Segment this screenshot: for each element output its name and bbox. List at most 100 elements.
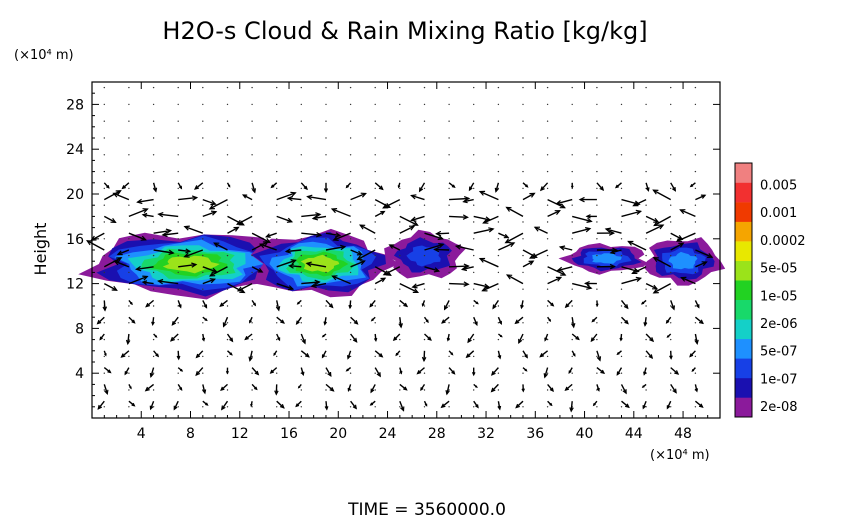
wind-vector-head bbox=[107, 369, 112, 374]
wind-vector-head bbox=[277, 337, 281, 342]
wind-vector bbox=[539, 350, 549, 358]
colorbar-swatch bbox=[735, 338, 752, 359]
grid-dot bbox=[177, 120, 179, 122]
wind-vector bbox=[399, 225, 415, 234]
wind-vector bbox=[449, 265, 469, 268]
wind-vector bbox=[653, 215, 672, 227]
grid-dot bbox=[448, 406, 450, 408]
wind-vector-head bbox=[113, 260, 120, 266]
wind-vector-head bbox=[378, 353, 384, 358]
wind-vector-head bbox=[649, 337, 655, 343]
wind-vector bbox=[251, 266, 263, 273]
grid-dot bbox=[276, 204, 278, 206]
wind-vector-head bbox=[446, 337, 450, 342]
wind-vector-head bbox=[421, 356, 427, 363]
grid-dot bbox=[670, 120, 672, 122]
grid-dot bbox=[522, 187, 524, 190]
wind-vector bbox=[670, 384, 677, 393]
grid-dot bbox=[152, 120, 155, 122]
wind-vector-head bbox=[539, 186, 545, 192]
wind-vector-head bbox=[288, 263, 295, 269]
grid-dot bbox=[399, 103, 401, 106]
wind-vector bbox=[374, 277, 386, 285]
wind-vector-head bbox=[653, 220, 660, 227]
grid-dot bbox=[645, 271, 647, 274]
wind-vector-head bbox=[359, 224, 366, 230]
grid-dot bbox=[300, 86, 302, 89]
grid-dot bbox=[349, 322, 352, 324]
wind-vector bbox=[221, 400, 229, 410]
grid-dot bbox=[325, 120, 327, 122]
grid-dot bbox=[202, 221, 204, 223]
wind-vector bbox=[565, 299, 573, 308]
wind-vector-head bbox=[652, 256, 659, 262]
wind-vector-head bbox=[550, 302, 555, 307]
wind-vector-head bbox=[539, 352, 545, 358]
grid-dot bbox=[251, 137, 253, 139]
wind-vector bbox=[557, 266, 573, 272]
wind-vector-head bbox=[378, 185, 384, 191]
grid-dot bbox=[300, 254, 302, 257]
wind-vector-head bbox=[433, 246, 440, 253]
wind-vector bbox=[276, 300, 280, 311]
wind-vector-head bbox=[675, 236, 683, 242]
grid-dot bbox=[202, 305, 204, 307]
wind-vector bbox=[114, 260, 130, 268]
grid-dot bbox=[571, 103, 573, 106]
grid-dot bbox=[349, 238, 352, 240]
grid-dot bbox=[596, 170, 598, 173]
grid-dot bbox=[546, 406, 549, 408]
wind-vector bbox=[382, 198, 401, 209]
wind-vector bbox=[491, 383, 499, 392]
grid-dot bbox=[620, 305, 623, 307]
colorbar-label: 2e-08 bbox=[760, 400, 798, 415]
grid-dot bbox=[226, 406, 229, 408]
wind-vector-head bbox=[221, 405, 226, 411]
grid-dot bbox=[670, 322, 672, 324]
wind-vector-head bbox=[220, 386, 225, 391]
wind-vector-head bbox=[528, 260, 535, 266]
wind-vector bbox=[251, 367, 259, 375]
wind-vector-head bbox=[286, 195, 294, 202]
wind-vector-head bbox=[599, 186, 605, 192]
wind-vector bbox=[128, 275, 148, 285]
grid-dot bbox=[423, 372, 426, 374]
grid-dot bbox=[251, 103, 253, 106]
grid-dot bbox=[620, 154, 623, 156]
wind-vector bbox=[220, 383, 228, 391]
wind-vector-head bbox=[165, 228, 173, 234]
wind-vector-head bbox=[248, 356, 253, 362]
grid-dot bbox=[103, 271, 106, 274]
wind-vector-head bbox=[233, 226, 240, 232]
wind-vector-head bbox=[213, 242, 220, 248]
grid-dot bbox=[694, 238, 697, 240]
grid-dot bbox=[448, 221, 450, 223]
wind-vector bbox=[441, 316, 450, 324]
wind-vector-head bbox=[274, 390, 279, 396]
x-tick-label: 48 bbox=[674, 426, 692, 442]
wind-vector bbox=[399, 299, 408, 307]
wind-vector-head bbox=[176, 355, 181, 361]
y-axis-label: Height bbox=[31, 223, 50, 276]
wind-vector bbox=[300, 333, 306, 344]
grid-dot bbox=[473, 137, 475, 139]
grid-dot bbox=[571, 238, 573, 240]
wind-vector-head bbox=[403, 302, 409, 308]
wind-vector bbox=[443, 300, 450, 310]
wind-vector bbox=[670, 232, 683, 241]
x-tick-label: 8 bbox=[186, 426, 195, 442]
grid-dot bbox=[620, 406, 623, 408]
grid-dot bbox=[128, 305, 130, 307]
grid-dot bbox=[620, 254, 623, 257]
wind-vector-head bbox=[129, 302, 133, 306]
wind-vector-head bbox=[380, 277, 387, 283]
wind-vector-head bbox=[110, 218, 117, 224]
colorbar-swatch bbox=[735, 280, 752, 300]
grid-dot bbox=[276, 406, 278, 408]
wind-vector bbox=[621, 277, 641, 285]
grid-dot bbox=[152, 372, 155, 374]
grid-dot bbox=[522, 406, 524, 408]
wind-vector bbox=[222, 316, 229, 327]
wind-vector bbox=[276, 215, 293, 223]
grid-dot bbox=[620, 288, 623, 290]
